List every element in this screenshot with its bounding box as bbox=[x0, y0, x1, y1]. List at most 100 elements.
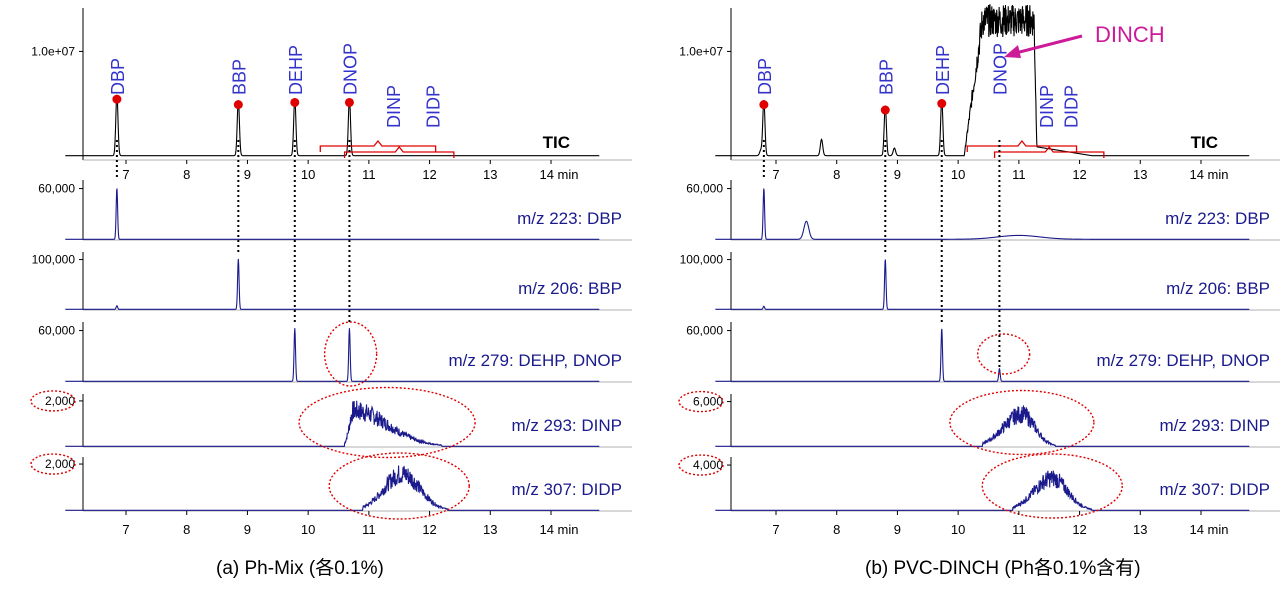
panel-caption: (b) PVC-DINCH (Ph各0.1%含有) bbox=[865, 557, 1141, 579]
ion-trace-label: m/z 279: DEHP, DNOP bbox=[1096, 351, 1270, 370]
tic-x-tick-label: 10 bbox=[301, 167, 315, 182]
tic-x-tick-label: 9 bbox=[894, 167, 901, 182]
peak-marker-dbp bbox=[112, 94, 122, 104]
bottom-x-tick-label: 11 bbox=[362, 522, 376, 537]
ion-trace-3-line bbox=[65, 328, 600, 382]
compound-label-dehp: DEHP bbox=[286, 45, 306, 95]
tic-trace bbox=[715, 4, 1250, 157]
ion-trace-1-line bbox=[715, 188, 1250, 240]
ion-trace-5-y-tick-highlight bbox=[678, 454, 724, 476]
dinch-annotation-label: DINCH bbox=[1095, 22, 1165, 47]
tic-x-tick-label: 7 bbox=[772, 167, 779, 182]
elution-range-dinp bbox=[966, 139, 1078, 152]
bottom-x-tick-label: 13 bbox=[1133, 522, 1147, 537]
bottom-x-tick-label: 7 bbox=[122, 522, 129, 537]
tic-x-tick-label: 14 min bbox=[1189, 167, 1228, 182]
tic-x-tick-label: 9 bbox=[244, 167, 251, 182]
ion-trace-3-line bbox=[715, 328, 1250, 382]
peak-marker-dehp bbox=[937, 99, 947, 109]
ion-trace-label: m/z 293: DINP bbox=[511, 416, 622, 435]
tic-y-tick-label: 1.0e+07 bbox=[31, 44, 75, 58]
peak-marker-dbp bbox=[759, 100, 769, 110]
compound-label-dinp: DINP bbox=[1037, 85, 1057, 128]
tic-x-tick-label: 13 bbox=[483, 167, 497, 182]
tic-x-tick-label: 7 bbox=[122, 167, 129, 182]
ion-trace-4-y-tick-highlight bbox=[678, 390, 724, 413]
compound-label-dehp: DEHP bbox=[933, 45, 953, 95]
tic-x-tick-label: 13 bbox=[1133, 167, 1147, 182]
bottom-x-tick-label: 12 bbox=[422, 522, 436, 537]
ion-trace-3-y-tick-label: 60,000 bbox=[38, 324, 75, 338]
ion-trace-4-line bbox=[715, 405, 1250, 447]
dinch-arrow-head bbox=[1004, 45, 1021, 58]
bottom-x-tick-label: 14 min bbox=[539, 522, 578, 537]
ion-trace-5-line bbox=[65, 465, 600, 511]
ion-trace-5-y-tick-label: 4,000 bbox=[693, 458, 723, 472]
tic-y-tick-label: 1.0e+07 bbox=[679, 44, 723, 58]
ion-trace-4-y-tick-label: 6,000 bbox=[693, 395, 723, 409]
ion-trace-label: m/z 206: BBP bbox=[1166, 279, 1270, 298]
bottom-x-tick-label: 11 bbox=[1012, 522, 1026, 537]
compound-label-dinp: DINP bbox=[384, 85, 404, 128]
elution-range-didp bbox=[343, 145, 455, 158]
ion-trace-1-y-tick-label: 60,000 bbox=[686, 182, 723, 196]
highlight-ellipse bbox=[323, 321, 378, 387]
peak-marker-bbp bbox=[880, 105, 890, 115]
ion-trace-label: m/z 223: DBP bbox=[517, 209, 622, 228]
tic-x-tick-label: 11 bbox=[362, 167, 376, 182]
ion-trace-4-y-tick-label: 2,000 bbox=[45, 394, 75, 408]
ion-trace-label: m/z 307: DIDP bbox=[1159, 480, 1270, 499]
tic-x-tick-label: 8 bbox=[833, 167, 840, 182]
elution-range-didp bbox=[993, 145, 1105, 158]
compound-label-dnop: DNOP bbox=[990, 43, 1010, 95]
peak-marker-dehp bbox=[290, 97, 300, 107]
compound-label-dnop: DNOP bbox=[340, 43, 360, 95]
bottom-x-tick-label: 8 bbox=[183, 522, 190, 537]
compound-label-dbp: DBP bbox=[755, 58, 775, 95]
ion-trace-3-y-tick-label: 60,000 bbox=[686, 324, 723, 338]
peak-marker-dnop bbox=[344, 97, 354, 107]
dinch-arrow-shaft bbox=[1011, 34, 1083, 56]
ion-trace-5-y-tick-label: 2,000 bbox=[45, 457, 75, 471]
ion-trace-5-line bbox=[715, 470, 1250, 511]
chart-panel-a: 1.0e+07 DBP BBP DEHP DNOP DINP DIDP TIC 7 8 9 10 11 1… bbox=[30, 8, 632, 579]
ion-trace-label: m/z 293: DINP bbox=[1159, 416, 1270, 435]
tic-x-tick-label: 8 bbox=[183, 167, 190, 182]
highlight-ellipse bbox=[328, 452, 470, 520]
bottom-x-tick-label: 10 bbox=[951, 522, 965, 537]
ion-trace-4-line bbox=[65, 400, 600, 447]
bottom-x-tick-label: 8 bbox=[833, 522, 840, 537]
panel-caption: (a) Ph-Mix (各0.1%) bbox=[216, 557, 384, 579]
compound-label-bbp: BBP bbox=[876, 59, 896, 95]
ion-trace-label: m/z 223: DBP bbox=[1165, 209, 1270, 228]
compound-label-didp: DIDP bbox=[424, 85, 444, 128]
tic-x-tick-label: 11 bbox=[1012, 167, 1026, 182]
bottom-x-tick-label: 14 min bbox=[1189, 522, 1228, 537]
bottom-x-tick-label: 13 bbox=[483, 522, 497, 537]
highlight-ellipse bbox=[298, 386, 476, 459]
ion-trace-1-line bbox=[65, 188, 600, 240]
tic-label: TIC bbox=[543, 133, 570, 152]
compound-label-didp: DIDP bbox=[1061, 85, 1081, 128]
ion-trace-4-y-tick-highlight bbox=[30, 390, 76, 412]
tic-x-tick-label: 10 bbox=[951, 167, 965, 182]
ion-trace-2-y-tick-label: 100,000 bbox=[32, 253, 76, 267]
ion-trace-5-y-tick-highlight bbox=[30, 453, 76, 475]
ion-trace-label: m/z 307: DIDP bbox=[511, 480, 622, 499]
tic-x-tick-label: 12 bbox=[1072, 167, 1086, 182]
tic-label: TIC bbox=[1191, 133, 1218, 152]
compound-label-dbp: DBP bbox=[108, 58, 128, 95]
tic-x-tick-label: 14 min bbox=[539, 167, 578, 182]
bottom-x-tick-label: 10 bbox=[301, 522, 315, 537]
peak-marker-bbp bbox=[233, 100, 243, 110]
highlight-ellipse bbox=[976, 333, 1031, 375]
bottom-x-tick-label: 9 bbox=[244, 522, 251, 537]
tic-x-tick-label: 12 bbox=[422, 167, 436, 182]
ion-trace-label: m/z 206: BBP bbox=[518, 279, 622, 298]
ion-trace-2-y-tick-label: 100,000 bbox=[680, 253, 724, 267]
ion-trace-1-y-tick-label: 60,000 bbox=[38, 182, 75, 196]
ion-trace-2-line bbox=[715, 259, 1250, 310]
elution-range-dinp bbox=[319, 139, 437, 152]
